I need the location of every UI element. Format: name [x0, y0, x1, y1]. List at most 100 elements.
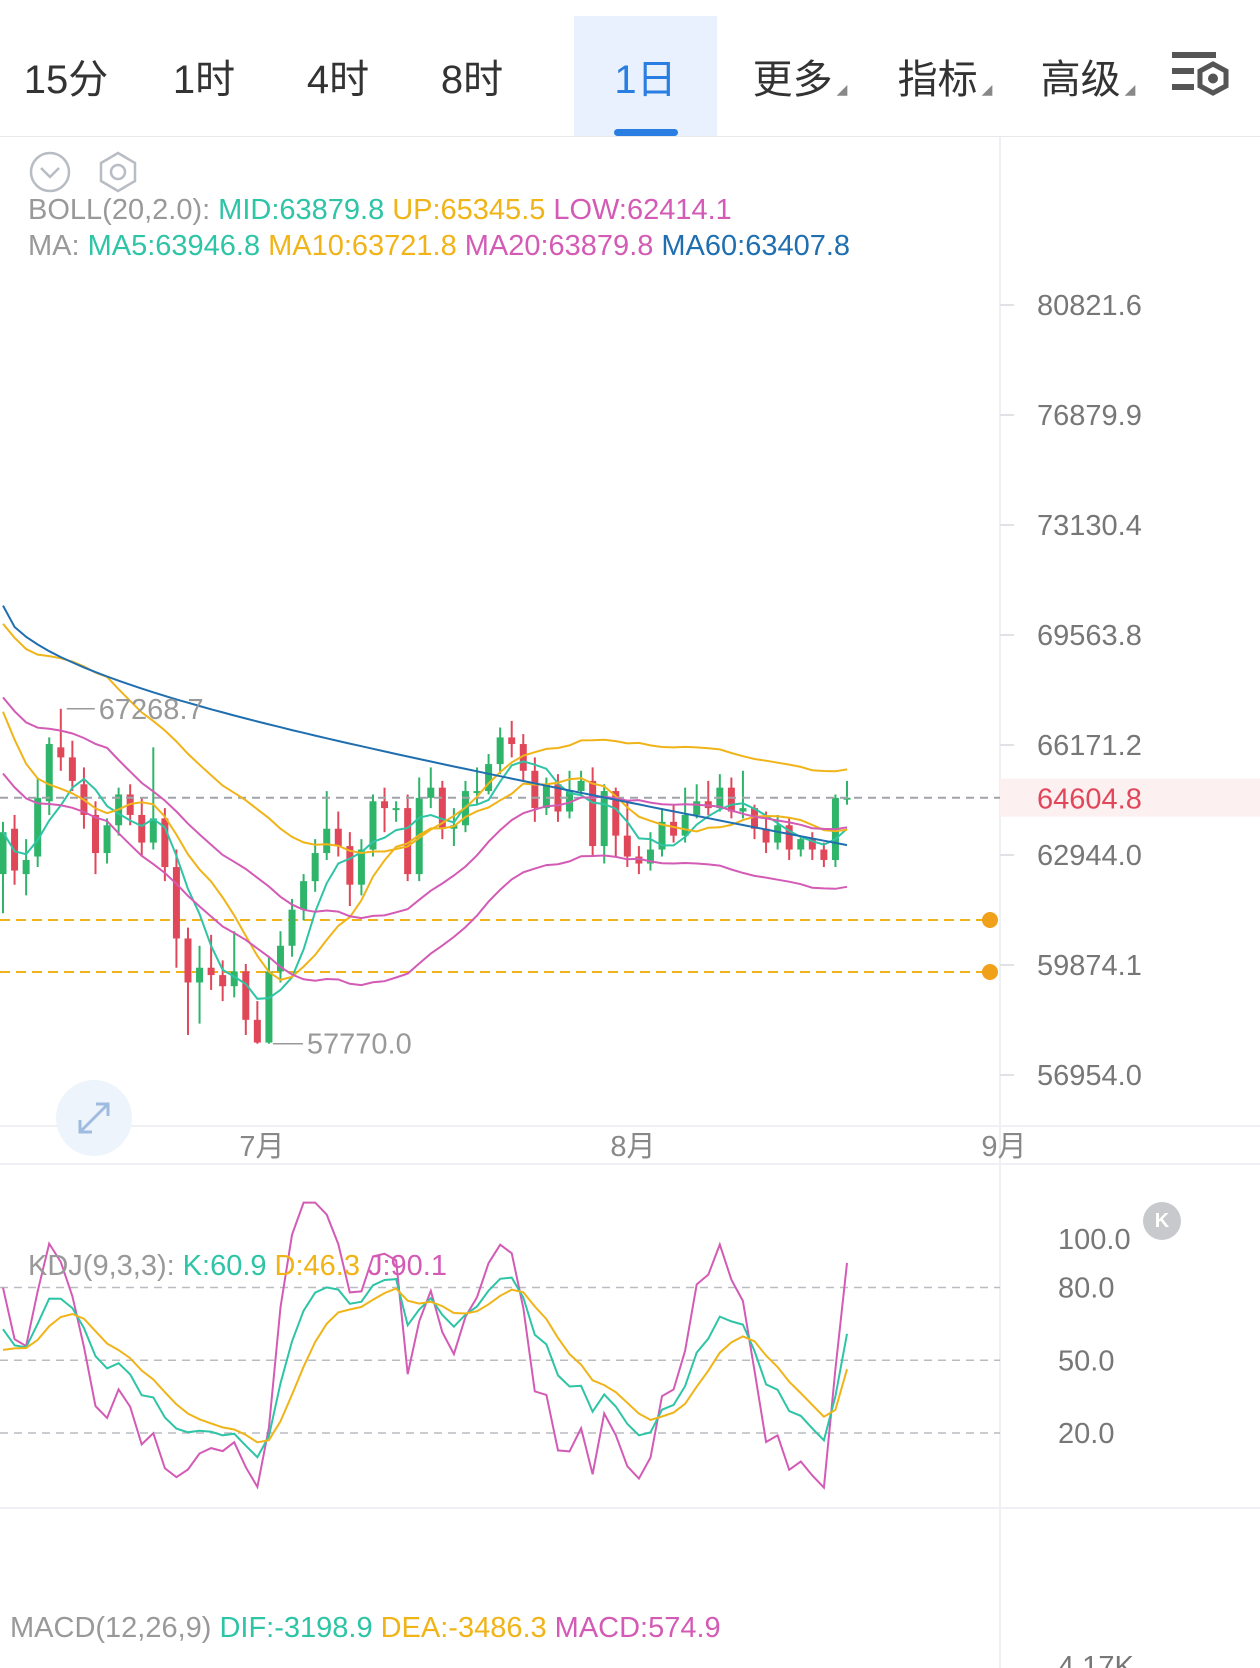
boll-lower-line — [2, 772, 848, 987]
candle-body — [785, 825, 793, 850]
tab-15min[interactable]: 15分 — [23, 58, 109, 102]
candle-body — [658, 821, 666, 850]
candle-body — [485, 764, 493, 792]
candle-body — [612, 791, 620, 836]
support-line-handle — [982, 912, 998, 928]
kdj-j: J:90.1 — [367, 1250, 447, 1282]
kdj-j-line — [2, 1201, 848, 1490]
price-axis-label: 69563.8 — [1037, 620, 1142, 652]
k-line-button[interactable]: K — [1143, 1202, 1181, 1240]
candle-body — [323, 828, 331, 854]
candle-body — [670, 821, 678, 836]
candle-body — [820, 849, 828, 861]
high-price-label: 67268.7 — [99, 694, 204, 726]
candle-body — [357, 849, 365, 885]
price-axis-label: 73130.4 — [1037, 510, 1142, 542]
dropdown-triangle-icon: ◢ — [836, 80, 848, 97]
kdj-legend: KDJ(9,3,3): K:60.9 D:46.3 J:90.1 — [28, 1250, 455, 1283]
kdj-axis-label: 20.0 — [1058, 1418, 1114, 1450]
price-axis-label: 62944.0 — [1037, 840, 1142, 872]
candle-body — [404, 808, 412, 875]
tab-indicators[interactable]: 指标 ◢ — [897, 58, 993, 102]
candle-body — [589, 780, 597, 847]
candle-body — [392, 808, 400, 811]
dropdown-triangle-icon: ◢ — [1124, 80, 1136, 97]
macd-name: MACD(12,26,9) — [10, 1612, 212, 1644]
candle-body — [276, 945, 284, 972]
current-price-tag-bg — [1000, 778, 1260, 817]
price-axis-label: 76879.9 — [1037, 400, 1142, 432]
low-price-label: 57770.0 — [307, 1029, 412, 1061]
timeframe-tabs: 15分 1时 4时 8时 1日 更多 ◢ 指标 ◢ 高级 ◢ — [0, 0, 1260, 137]
candle-body — [542, 784, 550, 809]
boll-legend: BOLL(20,2.0): MID:63879.8 UP:65345.5 LOW:62… — [28, 194, 740, 227]
candle-body — [334, 828, 342, 847]
candle-body — [808, 839, 816, 850]
chevron-down-circle-icon[interactable] — [28, 150, 72, 194]
candle-body — [0, 832, 7, 875]
ma60-line — [2, 605, 848, 847]
ma-name: MA: — [28, 230, 80, 262]
tab-advanced[interactable]: 高级 ◢ — [1040, 58, 1136, 102]
candle-body — [230, 971, 238, 987]
candle-body — [797, 839, 805, 850]
macd-dea: DEA:-3486.3 — [380, 1612, 547, 1644]
expand-arrows-icon — [78, 1102, 110, 1134]
candle-body — [751, 808, 759, 829]
candle-body — [577, 780, 585, 792]
kdj-axis-label: 50.0 — [1058, 1345, 1114, 1377]
macd-hist: MACD:574.9 — [554, 1612, 721, 1644]
candle-body — [693, 801, 701, 815]
candle-body — [623, 835, 631, 857]
price-axis-label: 66171.2 — [1037, 730, 1142, 762]
ma10-value: MA10:63721.8 — [268, 230, 457, 262]
candle-body — [427, 787, 435, 798]
candle-body — [635, 856, 643, 864]
dropdown-triangle-icon: ◢ — [981, 80, 993, 97]
support-line-handle — [982, 964, 998, 980]
current-price-label: 64604.8 — [1037, 784, 1142, 816]
price-axis-label: 59874.1 — [1037, 950, 1142, 982]
month-label: 9月 — [981, 1131, 1026, 1163]
chart-settings-icon[interactable] — [1168, 44, 1230, 106]
boll-low: LOW:62414.1 — [553, 194, 732, 226]
active-tab-indicator — [613, 129, 678, 136]
candle-body — [68, 757, 76, 781]
boll-name: BOLL(20,2.0): — [28, 194, 211, 226]
kdj-k: K:60.9 — [182, 1250, 267, 1282]
candle-body — [739, 808, 747, 812]
expand-chart-button[interactable] — [56, 1080, 132, 1156]
tab-more[interactable]: 更多 ◢ — [752, 58, 848, 102]
ma60-value: MA60:63407.8 — [661, 230, 851, 262]
candle-body — [219, 975, 227, 987]
candle-body — [381, 801, 389, 809]
macd-dif: DIF:-3198.9 — [219, 1612, 373, 1644]
candle-body — [774, 825, 782, 843]
candle-body — [508, 737, 516, 745]
tab-8h[interactable]: 8时 — [440, 58, 504, 102]
hexagon-settings-icon[interactable] — [96, 150, 140, 194]
candle-body — [242, 971, 250, 1020]
ma10-line — [2, 711, 848, 981]
price-axis-label: 80821.6 — [1037, 290, 1142, 322]
candle-body — [369, 801, 377, 850]
candle-body — [727, 787, 735, 812]
candle-body — [22, 860, 30, 875]
tab-4h[interactable]: 4时 — [306, 58, 370, 102]
candlestick-chart[interactable]: 80821.6 76879.9 73130.4 69563.8 66171.2 62944… — [0, 137, 1260, 1668]
candle-body — [473, 791, 481, 794]
kdj-d-line — [2, 1287, 848, 1444]
macd-legend: MACD(12,26,9) DIF:-3198.9 DEA:-3486.3 MACD:… — [10, 1612, 729, 1645]
candle-body — [253, 1019, 261, 1043]
candle-body — [161, 818, 169, 868]
tab-1d[interactable]: 1日 — [574, 16, 717, 136]
tab-1h[interactable]: 1时 — [172, 58, 236, 102]
candle-body — [149, 818, 157, 843]
kdj-d: D:46.3 — [274, 1250, 360, 1282]
candle-body — [566, 791, 574, 812]
candle-body — [531, 770, 539, 809]
kdj-k-line — [2, 1276, 848, 1459]
candle-body — [34, 797, 42, 857]
candle-body — [762, 828, 770, 843]
candle-body — [138, 814, 146, 843]
